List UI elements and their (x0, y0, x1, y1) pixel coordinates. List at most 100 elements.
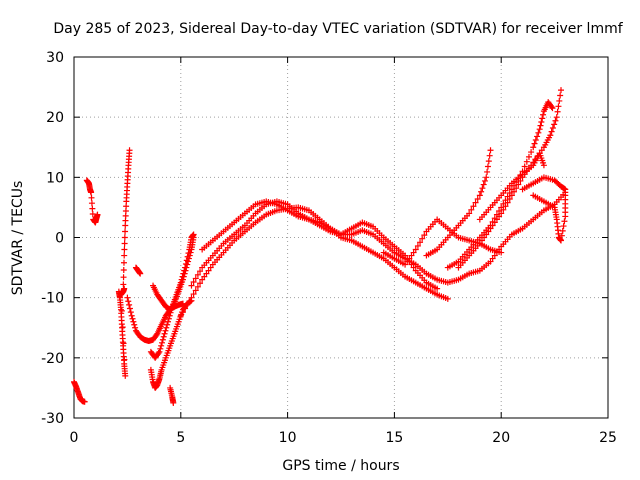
data-point (489, 222, 496, 229)
data-point (538, 147, 545, 154)
data-point (561, 185, 568, 192)
data-point (515, 181, 522, 188)
data-point (120, 259, 127, 266)
data-point (194, 283, 201, 290)
data-point (125, 298, 132, 305)
data-point (532, 137, 539, 144)
data-point (205, 267, 212, 274)
series-arc-morning-c (380, 216, 505, 268)
data-point (159, 339, 166, 346)
series-arc-spike-late-1 (423, 147, 494, 259)
x-tick-label: 10 (279, 430, 297, 446)
data-point (180, 273, 187, 280)
data-point (118, 307, 125, 314)
data-point (487, 147, 494, 154)
data-point (406, 255, 413, 262)
data-point (562, 192, 569, 199)
data-point (558, 87, 565, 94)
data-point (489, 255, 496, 262)
data-point (470, 203, 477, 210)
data-point (547, 132, 554, 139)
series-arc-small (132, 264, 144, 277)
data-point (165, 315, 172, 322)
data-point (88, 189, 95, 196)
data-point (121, 234, 128, 241)
data-point (485, 158, 492, 165)
data-point (558, 237, 565, 244)
data-point (402, 252, 409, 259)
data-point (127, 309, 134, 316)
data-point (159, 336, 166, 343)
data-point (562, 186, 569, 193)
data-point (528, 149, 535, 156)
data-point (538, 118, 545, 125)
data-point (404, 258, 411, 265)
data-point (184, 301, 191, 308)
data-point (412, 246, 419, 253)
data-point (535, 129, 542, 136)
data-point (207, 264, 214, 271)
data-point (194, 271, 201, 278)
data-point (132, 324, 139, 331)
data-point (468, 206, 475, 213)
data-point (179, 276, 186, 283)
data-point (476, 240, 483, 247)
x-tick-label: 20 (492, 430, 510, 446)
data-point (126, 147, 133, 154)
data-point (124, 294, 131, 301)
data-point (540, 111, 547, 118)
data-point (548, 128, 555, 135)
data-point (121, 246, 128, 253)
data-point (553, 114, 560, 121)
data-point (89, 205, 96, 212)
data-point (183, 264, 190, 271)
data-point (500, 206, 507, 213)
series-arc-spike-late-3 (455, 87, 565, 271)
series-arc-early-1 (71, 378, 88, 405)
data-point (166, 312, 173, 319)
data-point (498, 249, 505, 256)
data-point (555, 103, 562, 110)
data-point (126, 305, 133, 312)
data-point (186, 298, 193, 305)
data-point (472, 199, 479, 206)
data-point (185, 255, 192, 262)
data-point (187, 249, 194, 256)
data-point (504, 199, 511, 206)
data-point (485, 228, 492, 235)
data-point (476, 192, 483, 199)
x-axis-label: GPS time / hours (282, 458, 399, 474)
data-point (185, 258, 192, 265)
data-point (549, 105, 556, 112)
data-point (483, 174, 490, 181)
data-point (559, 227, 566, 234)
data-point (410, 249, 417, 256)
data-point (551, 121, 558, 128)
data-point (486, 152, 493, 159)
data-point (508, 192, 515, 199)
data-point (137, 270, 144, 277)
x-tick-label: 5 (176, 430, 185, 446)
data-point (192, 287, 199, 294)
data-point (444, 295, 451, 302)
y-tick-label: 20 (46, 110, 64, 126)
series-arc-spike (120, 147, 133, 295)
data-point (120, 274, 127, 281)
data-point (121, 252, 128, 259)
data-point (121, 240, 128, 247)
data-point (560, 223, 567, 230)
data-point (419, 235, 426, 242)
data-point (421, 232, 428, 239)
data-point (402, 261, 409, 268)
data-point (160, 333, 167, 340)
data-point (190, 291, 197, 298)
data-point (130, 318, 137, 325)
data-point (481, 177, 488, 184)
data-point (466, 210, 473, 217)
data-point (170, 399, 177, 406)
series-arc-main-3 (199, 198, 441, 292)
data-point (164, 321, 171, 328)
data-point (496, 213, 503, 220)
x-tick-label: 15 (385, 430, 403, 446)
